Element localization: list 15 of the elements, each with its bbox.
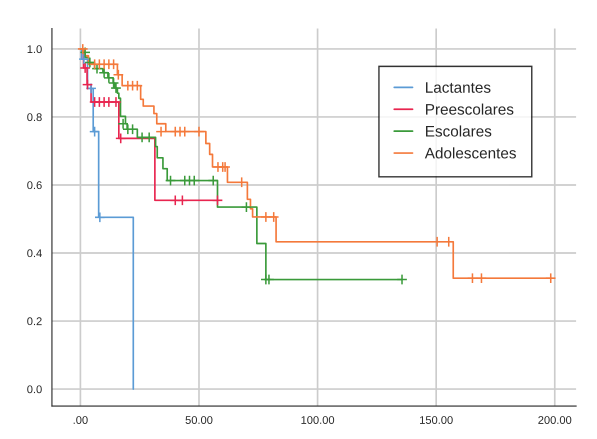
y-tick-label: 0.2: [27, 317, 42, 326]
legend-label: Lactantes: [426, 82, 490, 93]
x-tick-label: 200.00: [538, 416, 572, 424]
y-tick-label: 0.4: [27, 249, 42, 258]
y-tick-label: 1.0: [28, 45, 42, 54]
x-tick-label: 50.00: [186, 416, 212, 424]
x-tick-label: .00: [74, 416, 88, 424]
y-tick-label: 0.8: [27, 113, 42, 122]
y-tick-label: 0.6: [27, 181, 42, 190]
legend-label: Adolescentes: [424, 147, 516, 159]
legend-label: Preescolares: [426, 104, 514, 115]
x-tick-label: 150.00: [420, 416, 453, 424]
y-tick-label: 0.0: [27, 385, 42, 394]
legend-label: Escolares: [426, 125, 492, 137]
x-tick-label: 100.00: [301, 416, 334, 424]
